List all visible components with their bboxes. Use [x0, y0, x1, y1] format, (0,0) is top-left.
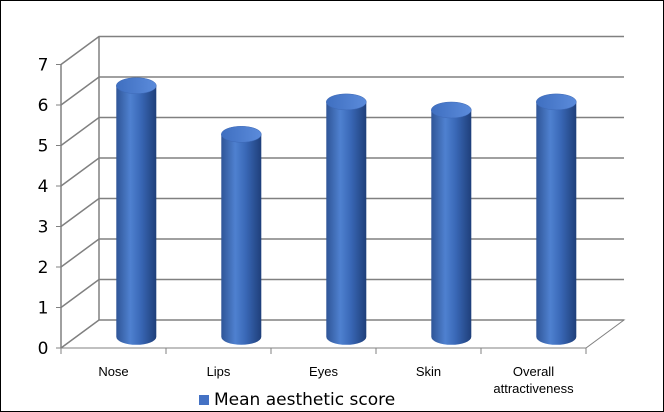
gridline [60, 35, 624, 66]
bar-nose [116, 77, 157, 345]
bar-top [221, 126, 262, 143]
x-category-label: Eyes [309, 364, 338, 379]
y-tick-label: 4 [38, 177, 49, 197]
bar-lips [221, 126, 262, 345]
legend: Mean aesthetic score [199, 390, 395, 410]
bar-top [536, 93, 577, 111]
bar-top [116, 77, 157, 94]
y-tick-label: 7 [38, 56, 49, 76]
y-tick-label: 0 [38, 339, 49, 359]
bar-skin [431, 101, 472, 345]
bar-top [326, 93, 367, 111]
y-tick-label: 5 [38, 137, 49, 157]
bar-top [431, 101, 472, 119]
bar-body [326, 101, 367, 345]
y-tick-label: 2 [38, 258, 49, 278]
y-tick-label: 3 [38, 218, 49, 238]
x-category-label: Nose [98, 364, 128, 379]
y-tick-label: 6 [38, 96, 49, 116]
x-category-label: Lips [207, 364, 231, 379]
x-category-label: Skin [416, 364, 441, 379]
legend-swatch [199, 395, 209, 405]
bar-body [221, 134, 262, 345]
bar-eyes [326, 93, 367, 345]
bar-body [431, 110, 472, 345]
x-category-label: Overall attractiveness [493, 364, 574, 396]
gridline [60, 76, 624, 106]
legend-label: Mean aesthetic score [214, 390, 395, 410]
bar-body [116, 85, 157, 345]
bar-overall-attractiveness [536, 93, 577, 345]
bar-body [536, 101, 577, 345]
y-tick-label: 1 [38, 299, 49, 319]
